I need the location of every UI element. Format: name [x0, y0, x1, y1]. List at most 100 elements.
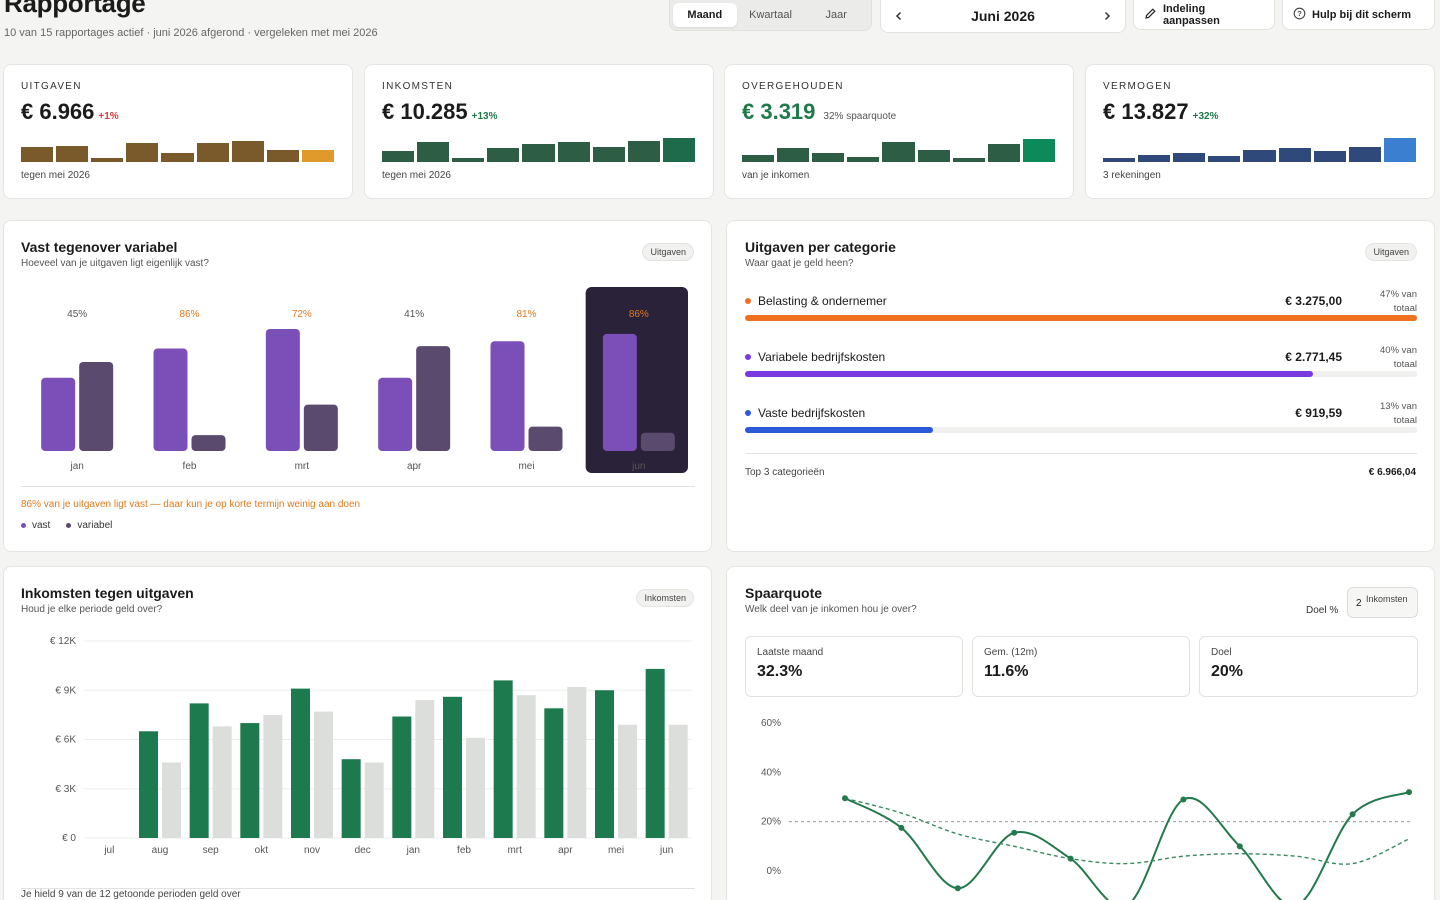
bar-variabel: [528, 426, 563, 451]
month-label: jun: [631, 461, 645, 472]
card-subtitle: Waar gaat je geld heen?: [745, 258, 854, 269]
page-title: Rapportage: [4, 0, 146, 18]
bar-vast: [41, 377, 76, 451]
category-progress-fill: [745, 371, 1313, 377]
kpi-card[interactable]: INKOMSTEN € 10.285 +13% tegen mei 2026: [364, 64, 714, 199]
legend-vast: vast: [21, 520, 50, 531]
y-tick: € 6K: [55, 735, 76, 746]
month-label: feb: [183, 461, 197, 472]
category-dot: [745, 410, 751, 416]
category-dot: [745, 354, 751, 360]
card-title: Uitgaven per categorie: [745, 239, 896, 255]
kpi-label: INKOMSTEN: [382, 81, 454, 92]
kpi-label: UITGAVEN: [21, 81, 82, 92]
kpi-bar: [1173, 153, 1206, 162]
bar-income: [443, 696, 462, 838]
footer-text: Je hield 9 van de 12 getoonde perioden g…: [21, 889, 241, 900]
kpi-value: € 10.285 +13%: [382, 99, 498, 124]
kpi-delta: +32%: [1192, 111, 1219, 122]
bar-expense: [162, 762, 181, 838]
segment-kwartaal[interactable]: Kwartaal: [749, 9, 792, 21]
kpi-card[interactable]: UITGAVEN € 6.966 +1% tegen mei 2026: [3, 64, 353, 199]
x-tick: jun: [659, 845, 673, 856]
kpi-bar: [1348, 146, 1381, 162]
bar-variabel: [191, 435, 226, 451]
kpi-bar: [1313, 150, 1346, 162]
category-share: 47% van totaal: [1380, 289, 1417, 314]
card-subtitle: Houd je elke periode geld over?: [21, 604, 163, 615]
category-amount: € 2.771,45: [1285, 350, 1342, 364]
bar-variabel: [303, 404, 338, 451]
card-title: Spaarquote: [745, 585, 823, 601]
kpi-bar: [812, 152, 845, 162]
x-tick: nov: [304, 845, 320, 856]
category-progress-fill: [745, 315, 1417, 321]
bar-income: [544, 708, 564, 838]
legend-variabel: variabel: [66, 520, 112, 531]
kpi-bar: [742, 155, 775, 162]
card-subtitle: Welk deel van je inkomen hou je over?: [745, 604, 917, 615]
category-badge[interactable]: Uitgaven: [1365, 243, 1417, 261]
stat-goal: Doel 20%: [1199, 636, 1418, 697]
bar-income: [291, 688, 310, 838]
divider: [745, 453, 1417, 454]
data-point: [1067, 855, 1074, 862]
kpi-sparkbars: [742, 137, 1055, 162]
divider: [21, 888, 695, 889]
category-badge[interactable]: Inkomsten: [636, 589, 694, 607]
chevron-left-icon[interactable]: [891, 8, 907, 24]
edit-layout-button[interactable]: Indeling aanpassen: [1133, 0, 1275, 30]
goal-input[interactable]: 2 Inkomsten: [1347, 587, 1418, 618]
category-name: Variabele bedrijfskosten: [745, 350, 885, 364]
x-tick: jul: [103, 845, 114, 856]
kpi-note: 32% spaarquote: [823, 111, 897, 122]
data-point: [1406, 789, 1412, 796]
bar-income: [392, 716, 412, 838]
kpi-bar: [952, 158, 985, 162]
page-subtitle: 10 van 15 rapportages actief · juni 2026…: [4, 27, 378, 39]
y-tick: € 9K: [55, 685, 76, 696]
pct-label: 72%: [292, 309, 312, 320]
category-progress-track: [745, 371, 1417, 377]
bar-variabel: [416, 346, 451, 451]
kpi-bar: [487, 148, 520, 162]
kpi-bar: [126, 143, 159, 162]
pct-label: 41%: [404, 309, 424, 320]
stat-average: Gem. (12m) 11.6%: [972, 636, 1190, 697]
footer-label: Top 3 categorieën: [745, 467, 825, 478]
help-button[interactable]: ? Hulp bij dit scherm: [1282, 0, 1435, 30]
pct-label: 45%: [67, 309, 87, 320]
data-point: [1180, 796, 1187, 803]
bar-income: [189, 703, 209, 838]
kpi-card[interactable]: VERMOGEN € 13.827 +32% 3 rekeningen: [1085, 64, 1435, 199]
kpi-value: € 13.827 +32%: [1103, 99, 1219, 124]
svg-text:?: ?: [1297, 9, 1302, 18]
data-point: [1236, 843, 1243, 850]
kpi-bar: [882, 142, 915, 162]
period-label: Juni 2026: [971, 8, 1035, 24]
bar-expense: [516, 695, 536, 838]
bar-vast: [265, 329, 300, 451]
fixed-variable-card: Vast tegenover variabel Hoeveel van je u…: [3, 220, 712, 552]
kpi-card[interactable]: OVERGEHOUDEN € 3.319 32% spaarquote van j…: [724, 64, 1074, 199]
bar-income: [493, 680, 513, 838]
chevron-right-icon[interactable]: [1099, 8, 1115, 24]
kpi-delta: +13%: [471, 111, 498, 122]
bar-income: [341, 759, 361, 838]
category-dot: [745, 298, 751, 304]
kpi-bar: [1243, 149, 1276, 162]
y-tick: 20%: [761, 817, 781, 828]
categories-card: Uitgaven per categorie Waar gaat je geld…: [726, 220, 1435, 552]
bar-vast: [378, 377, 413, 451]
segment-maand[interactable]: Maand: [673, 3, 737, 27]
kpi-value: € 3.319 32% spaarquote: [742, 99, 897, 124]
y-tick: € 0: [62, 833, 76, 844]
kpi-bar: [56, 145, 89, 162]
kpi-bar: [21, 146, 54, 162]
bar-expense: [415, 700, 435, 838]
bar-vast: [153, 348, 188, 451]
kpi-sparkbars: [382, 137, 695, 162]
category-badge[interactable]: Uitgaven: [642, 243, 694, 261]
segment-jaar[interactable]: Jaar: [825, 9, 847, 21]
month-label: apr: [407, 461, 422, 472]
